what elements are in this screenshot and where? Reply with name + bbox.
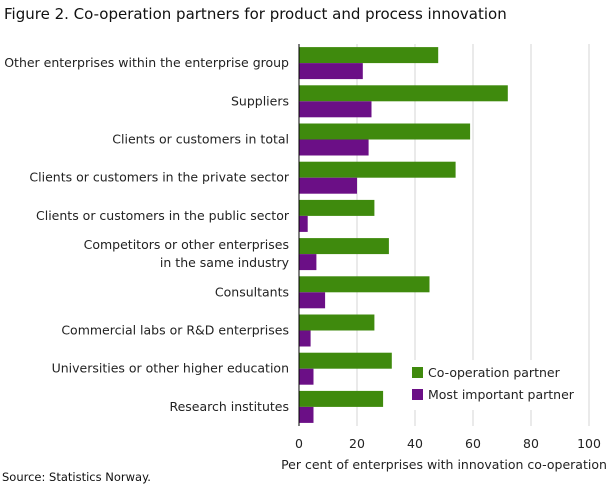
bar-co-operation [299, 352, 392, 369]
bar-co-operation [299, 199, 375, 216]
legend-label: Most important partner [428, 387, 575, 402]
bar-most-important [299, 406, 314, 423]
x-axis-label: Per cent of enterprises with innovation … [281, 457, 607, 472]
legend: Co-operation partner Most important partn… [405, 360, 580, 410]
category-label: Clients or customers in the private sect… [29, 170, 289, 185]
bar-co-operation [299, 85, 508, 102]
bars [299, 47, 508, 423]
bar-co-operation [299, 276, 430, 293]
bar-co-operation [299, 314, 375, 331]
bar-most-important [299, 177, 357, 194]
x-tick-label: 60 [465, 436, 481, 451]
category-label: Competitors or other enterprises [84, 237, 289, 252]
category-label: in the same industry [160, 255, 290, 270]
legend-swatch [412, 367, 423, 378]
category-label: Suppliers [231, 93, 289, 108]
category-label: Clients or customers in the public secto… [36, 208, 290, 223]
legend-swatch [412, 389, 423, 400]
bar-co-operation [299, 161, 456, 178]
bar-most-important [299, 63, 363, 80]
x-tick-label: 20 [349, 436, 365, 451]
x-tick-labels: 0 20 40 60 80 100 [295, 436, 601, 451]
bar-most-important [299, 101, 372, 118]
x-tick-label: 100 [577, 436, 601, 451]
bar-co-operation [299, 390, 384, 407]
category-label: Consultants [215, 284, 289, 299]
x-tick-label: 0 [295, 436, 303, 451]
category-label: Clients or customers in total [112, 132, 289, 147]
source-note: Source: Statistics Norway. [2, 470, 151, 484]
x-tick-label: 40 [407, 436, 423, 451]
x-tick-label: 80 [523, 436, 539, 451]
bar-most-important [299, 139, 369, 156]
bar-most-important [299, 330, 311, 347]
bar-most-important [299, 292, 326, 309]
bar-most-important [299, 215, 308, 232]
category-label: Research institutes [169, 399, 289, 414]
bar-co-operation [299, 238, 389, 255]
category-label: Universities or other higher education [52, 361, 289, 376]
bar-most-important [299, 368, 314, 385]
category-labels: Other enterprises within the enterprise … [4, 55, 290, 414]
category-label: Commercial labs or R&D enterprises [61, 323, 289, 338]
bar-co-operation [299, 47, 439, 64]
bar-co-operation [299, 123, 471, 140]
legend-box [405, 360, 580, 410]
bar-most-important [299, 254, 317, 271]
category-label: Other enterprises within the enterprise … [4, 55, 289, 70]
chart-title: Figure 2. Co-operation partners for prod… [4, 5, 507, 23]
legend-label: Co-operation partner [428, 365, 561, 380]
